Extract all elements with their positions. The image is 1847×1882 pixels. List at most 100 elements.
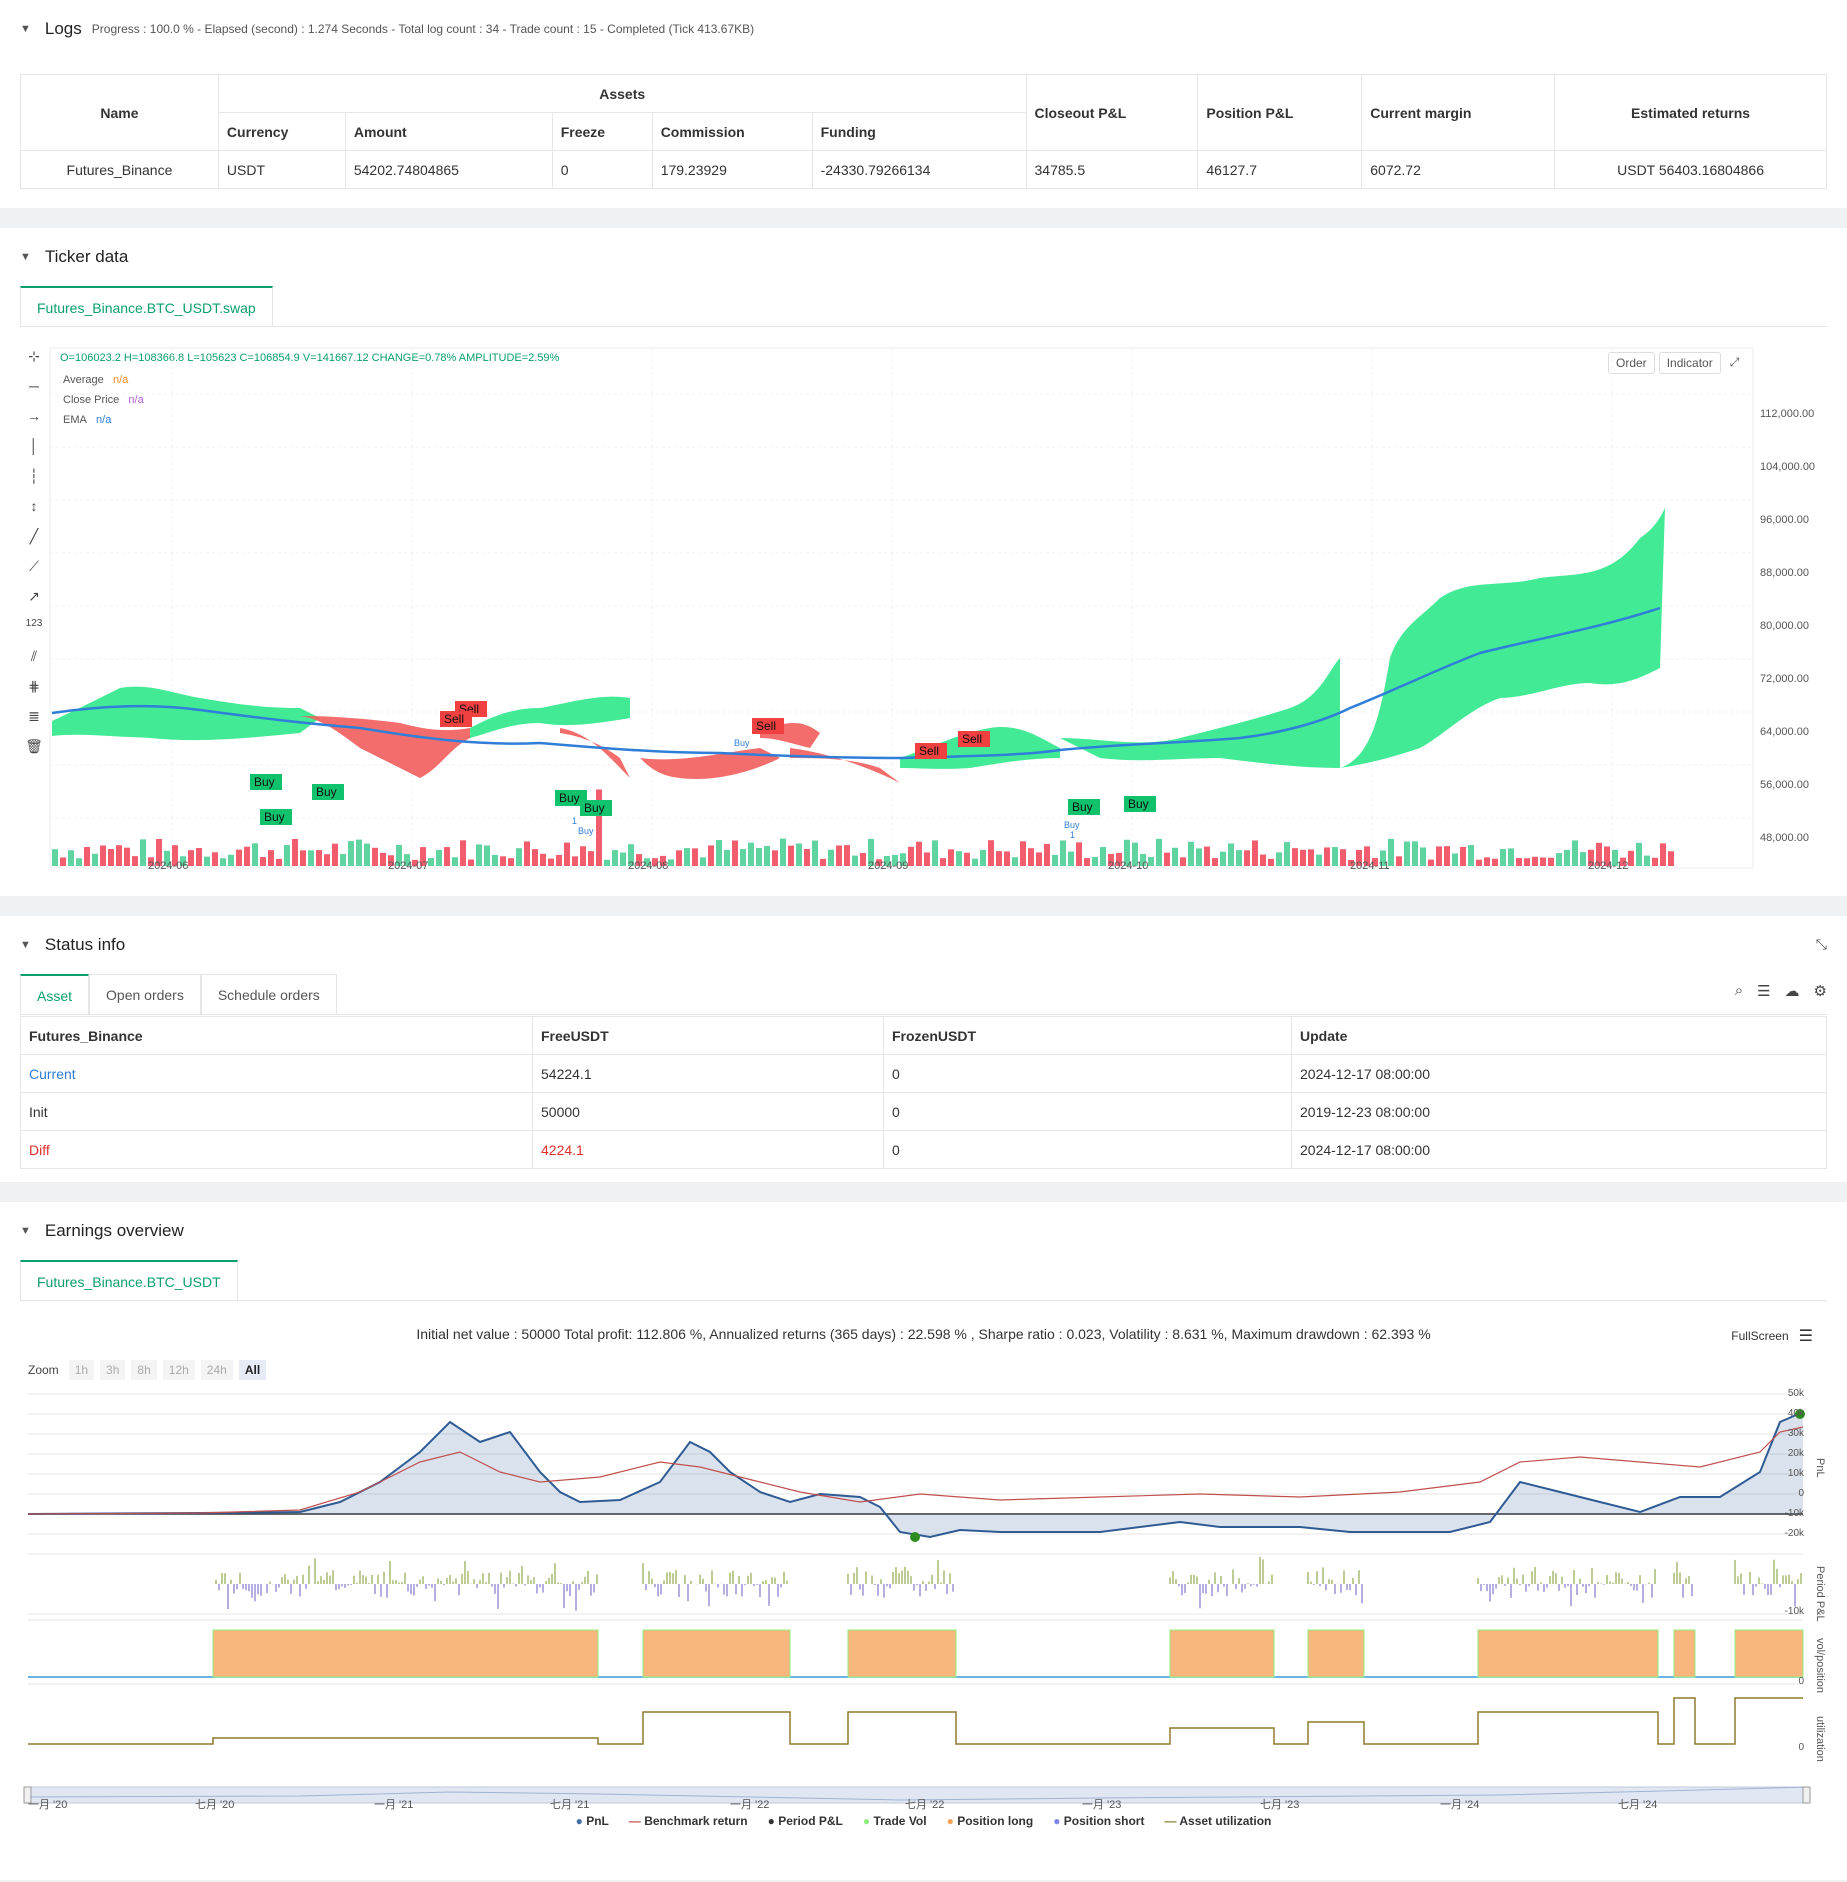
volume-bar [796, 843, 802, 866]
collapse-caret-icon[interactable]: ▼ [20, 939, 31, 951]
channel-icon[interactable]: ⋕ [28, 678, 40, 694]
legend-position-short[interactable]: ● Position short [1053, 1814, 1145, 1828]
zoom-12h[interactable]: 12h [162, 1360, 195, 1380]
tab-schedule-orders[interactable]: Schedule orders [200, 974, 337, 1014]
volume-bar [1124, 839, 1130, 866]
legend-position-long[interactable]: ● Position long [946, 1814, 1034, 1828]
volume-bar [1516, 858, 1522, 866]
y-tick: 0 [1798, 1676, 1804, 1687]
y-tick: -10k [1784, 1508, 1804, 1519]
expand-icon[interactable]: ⤢ [1729, 355, 1740, 369]
logs-header[interactable]: ▼ Logs Progress : 100.0 % - Elapsed (sec… [0, 0, 1847, 58]
tab-asset[interactable]: Asset [20, 974, 90, 1014]
volume-bar [852, 855, 858, 866]
shrink-icon[interactable]: ⤡ [1815, 936, 1827, 952]
volume-bar [1572, 840, 1578, 866]
trash-icon[interactable]: 🗑 [25, 738, 43, 754]
legend-period-pnl[interactable]: ● Period P&L [767, 1814, 843, 1828]
signal-label: Buy [254, 775, 275, 789]
volume-bar [916, 841, 922, 866]
collapse-caret-icon[interactable]: ▼ [20, 1225, 31, 1237]
buy-signal-marker [250, 774, 282, 790]
status-table: Futures_Binance FreeUSDT FrozenUSDT Upda… [20, 1016, 1827, 1169]
table-cell: 2024-12-17 08:00:00 [1291, 1054, 1827, 1093]
list-icon[interactable]: ☰ [1757, 983, 1771, 1000]
volume-bar [220, 858, 226, 866]
axis-label-pnl: PnL [1814, 1458, 1826, 1478]
zoom-24h[interactable]: 24h [200, 1360, 233, 1380]
legend-trade-vol[interactable]: ● Trade Vol [862, 1814, 927, 1828]
fib-icon[interactable]: ≣ [28, 708, 40, 724]
volume-bar [508, 858, 514, 866]
table-cell: 4224.1 [532, 1130, 884, 1169]
order-button[interactable]: Order [1608, 352, 1655, 374]
volume-bar [940, 858, 946, 866]
collapse-caret-icon[interactable]: ▼ [20, 251, 31, 263]
arrow-line-icon[interactable]: ↗ [28, 588, 40, 604]
row-label-current[interactable]: Current [20, 1054, 533, 1093]
volume-bar [1324, 847, 1330, 866]
volume-bar [212, 852, 218, 866]
fullscreen-button[interactable]: FullScreen ☰ [1731, 1328, 1813, 1345]
zoom-8h[interactable]: 8h [131, 1360, 157, 1380]
volume-bar [676, 850, 682, 866]
vertical-segment-icon[interactable]: ┆ [29, 468, 39, 484]
volume-bar [436, 849, 442, 866]
vertical-line-icon[interactable]: │ [29, 438, 39, 454]
volume-bar [1460, 846, 1466, 866]
legend-benchmark[interactable]: — Benchmark return [628, 1814, 748, 1828]
zoom-all[interactable]: All [238, 1360, 267, 1380]
price-line-icon[interactable]: 123 [25, 618, 43, 629]
earnings-chart[interactable] [0, 1382, 1847, 1882]
search-icon[interactable]: ⌕ [1734, 982, 1744, 999]
volume-bar [60, 857, 66, 866]
y-tick: 48,000.00 [1760, 832, 1809, 844]
tab-btc-usdt[interactable]: Futures_Binance.BTC_USDT [20, 1260, 238, 1300]
status-title: Status info [44, 935, 126, 954]
cloud-download-icon[interactable]: ☁ [1784, 983, 1800, 1000]
volume-bar [1276, 852, 1282, 866]
volume-bar [1564, 849, 1570, 866]
status-header[interactable]: ▼ Status info [0, 916, 1847, 974]
volume-bar [1092, 857, 1098, 866]
tab-btc-usdt-swap[interactable]: Futures_Binance.BTC_USDT.swap [20, 286, 273, 326]
ray-line-icon[interactable]: ⟋ [29, 558, 39, 574]
volume-bar [620, 852, 626, 866]
volume-bar [460, 840, 466, 866]
volume-bar [532, 849, 538, 866]
vertical-ray-icon[interactable]: ↕ [30, 498, 38, 514]
legend-asset-utilization[interactable]: — Asset utilization [1164, 1814, 1272, 1828]
settings-gear-icon[interactable]: ⚙ [1813, 983, 1827, 1000]
volume-bar [1060, 840, 1066, 866]
earnings-header[interactable]: ▼ Earnings overview [0, 1202, 1847, 1260]
volume-bar [588, 851, 594, 866]
crosshair-icon[interactable]: ⊹ [28, 348, 40, 364]
menu-icon[interactable]: ☰ [1798, 1328, 1813, 1345]
order-marker-label: Buy [1064, 820, 1080, 830]
volume-bar [468, 859, 474, 866]
indicator-button[interactable]: Indicator [1658, 352, 1721, 374]
zoom-3h[interactable]: 3h [100, 1360, 126, 1380]
signal-label: Sell [919, 744, 939, 758]
volume-bar [724, 849, 730, 866]
volume-bar [1356, 849, 1362, 866]
ticker-header[interactable]: ▼ Ticker data [0, 228, 1847, 286]
trend-line-icon[interactable]: ╱ [29, 528, 39, 544]
collapse-caret-icon[interactable]: ▼ [20, 23, 31, 35]
volume-bar [756, 848, 762, 866]
volume-bar [732, 840, 738, 866]
tab-open-orders[interactable]: Open orders [89, 974, 201, 1014]
horizontal-line-icon[interactable]: ─ [29, 378, 39, 394]
legend-pnl[interactable]: ● PnL [575, 1814, 609, 1828]
zoom-1h[interactable]: 1h [68, 1360, 95, 1380]
volume-bar [244, 846, 250, 866]
volume-bar [1468, 845, 1474, 866]
buy-signal-marker [312, 784, 344, 800]
horizontal-ray-icon[interactable]: → [27, 408, 41, 424]
volume-bar [1532, 856, 1538, 866]
table-row: Diff 4224.1 0 2024-12-17 08:00:00 [20, 1130, 1827, 1169]
parallel-lines-icon[interactable]: ⫽ [30, 648, 38, 664]
x-tick: 一月 '23 [1082, 1799, 1122, 1811]
volume-bar [1332, 847, 1338, 866]
